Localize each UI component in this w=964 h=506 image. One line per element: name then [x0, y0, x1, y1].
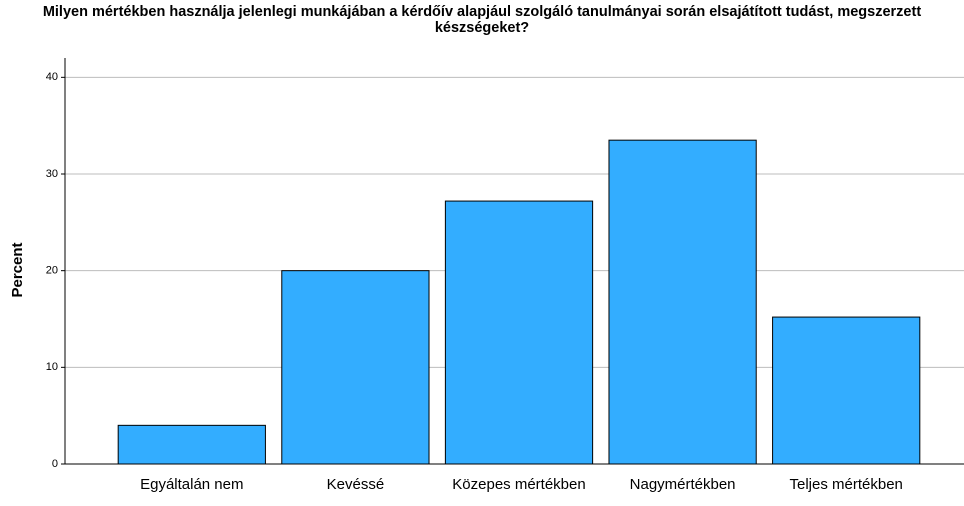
y-tick-label: 30 [46, 168, 58, 180]
bar [281, 270, 430, 465]
x-tick-label: Közepes mértékben [452, 476, 585, 493]
bar [772, 316, 921, 465]
bar [117, 424, 266, 465]
x-tick-label: Egyáltalán nem [140, 476, 243, 493]
chart-title: Milyen mértékben használja jelenlegi mun… [42, 4, 922, 36]
y-tick-label: 20 [46, 265, 58, 277]
bar [608, 139, 757, 465]
x-tick-label: Teljes mértékben [790, 476, 903, 493]
y-tick-label: 10 [46, 361, 58, 373]
bar [444, 200, 594, 465]
x-tick-label: Nagymértékben [630, 476, 736, 493]
x-tick-label: Kevéssé [327, 476, 385, 493]
y-axis-label: Percent [9, 242, 26, 297]
y-tick-label: 40 [46, 71, 58, 83]
y-tick-label: 0 [52, 458, 58, 470]
